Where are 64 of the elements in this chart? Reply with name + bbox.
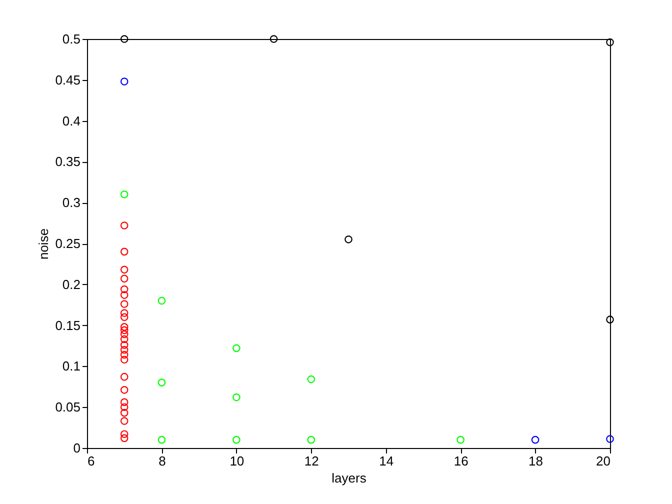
point [307, 436, 316, 444]
point [120, 190, 128, 198]
point [270, 35, 278, 43]
x-tick-label: 8 [158, 454, 166, 468]
point [120, 78, 128, 86]
point [120, 222, 128, 230]
point [120, 326, 128, 334]
point [120, 403, 128, 411]
point [158, 378, 166, 386]
y-tick-label: 0.35 [55, 154, 80, 170]
y-tick-label: 0.3 [62, 195, 80, 210]
point [120, 386, 128, 394]
point [120, 330, 128, 338]
point [120, 372, 128, 381]
x-axis-title: layers [332, 470, 367, 486]
point [120, 350, 128, 359]
y-tick-label: 0.1 [62, 358, 80, 374]
y-tick-label: 0.45 [55, 72, 80, 88]
y-tick-label: 0 [73, 440, 80, 456]
point [120, 417, 128, 425]
x-tick-label: 14 [379, 454, 394, 468]
point [120, 248, 128, 256]
point [120, 35, 128, 43]
y-tick-label: 0.4 [62, 113, 80, 128]
y-tick-label: 0.5 [62, 32, 80, 46]
point [307, 375, 316, 384]
point [120, 430, 128, 438]
point [606, 435, 614, 443]
point [120, 335, 128, 344]
point [120, 285, 128, 294]
point [158, 436, 166, 444]
point [232, 393, 240, 402]
y-axis-title: noise [36, 228, 52, 260]
point [232, 344, 240, 352]
point [120, 313, 128, 322]
point [120, 356, 128, 364]
x-tick-label: 16 [454, 454, 468, 468]
point [456, 436, 464, 444]
point [120, 408, 128, 417]
x-tick-label: 12 [304, 454, 319, 468]
point [158, 296, 166, 305]
point [120, 323, 128, 331]
y-tick-label: 0.2 [62, 276, 80, 292]
point [120, 398, 128, 406]
point [120, 309, 128, 317]
point [232, 436, 240, 444]
y-tick-label: 0.05 [55, 400, 80, 415]
point [120, 341, 128, 349]
point [606, 38, 614, 46]
y-tick-label: 0.25 [55, 236, 80, 251]
point [120, 291, 128, 299]
x-tick-label: 6 [88, 454, 95, 468]
point [120, 300, 128, 308]
x-tick-label: 20 [596, 454, 610, 468]
x-tick-label: 10 [230, 454, 244, 468]
point [120, 266, 128, 274]
point [120, 346, 128, 354]
y-tick-label: 0.15 [55, 318, 80, 333]
x-tick-label: 18 [528, 454, 544, 468]
point [120, 274, 128, 283]
point [344, 236, 352, 244]
point [531, 436, 540, 444]
point [606, 316, 614, 324]
point [120, 434, 128, 442]
